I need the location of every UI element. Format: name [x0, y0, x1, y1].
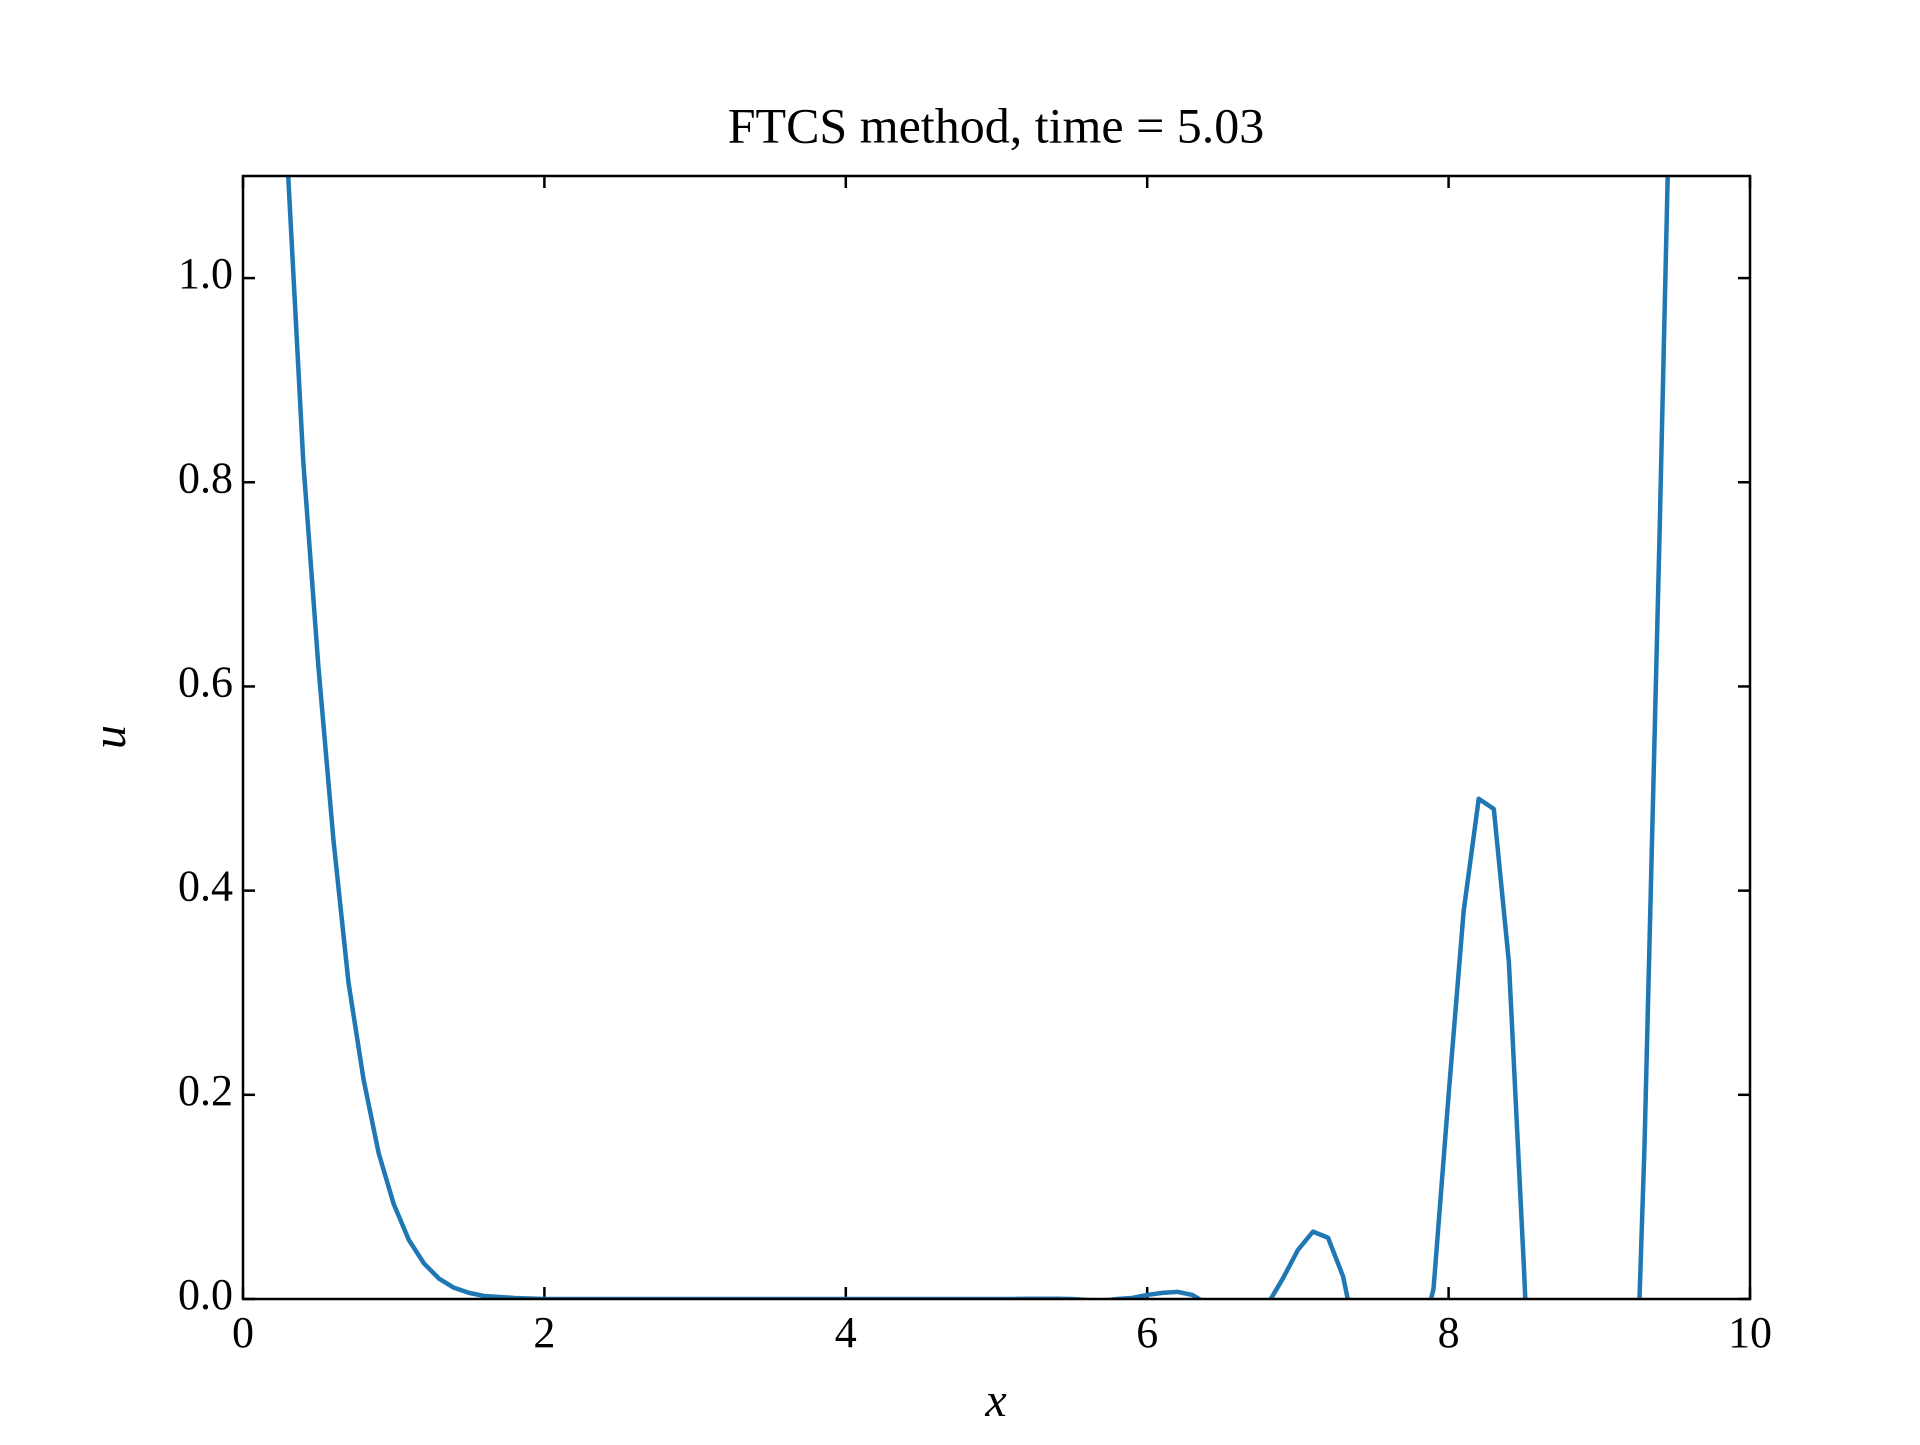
chart-title: FTCS method, time = 5.03 — [728, 97, 1265, 153]
y-tick-label: 0.2 — [178, 1066, 233, 1115]
x-tick-label: 0 — [232, 1308, 254, 1357]
plot-area — [285, 176, 1670, 1299]
y-tick-label: 0.0 — [178, 1270, 233, 1319]
x-tick-label: 10 — [1728, 1308, 1772, 1357]
y-tick-label: 0.8 — [178, 453, 233, 502]
x-tick-label: 4 — [835, 1308, 857, 1357]
y-tick-label: 0.6 — [178, 658, 233, 707]
x-tick-label: 6 — [1136, 1308, 1158, 1357]
axes-frame — [241, 174, 1752, 1301]
x-tick-label: 8 — [1438, 1308, 1460, 1357]
x-axis-label: x — [984, 1374, 1006, 1427]
y-tick-label: 0.4 — [178, 862, 233, 911]
data-line — [285, 176, 1670, 1299]
y-axis-label: u — [83, 725, 136, 749]
x-tick-label: 2 — [533, 1308, 555, 1357]
y-tick-label: 1.0 — [178, 249, 233, 298]
